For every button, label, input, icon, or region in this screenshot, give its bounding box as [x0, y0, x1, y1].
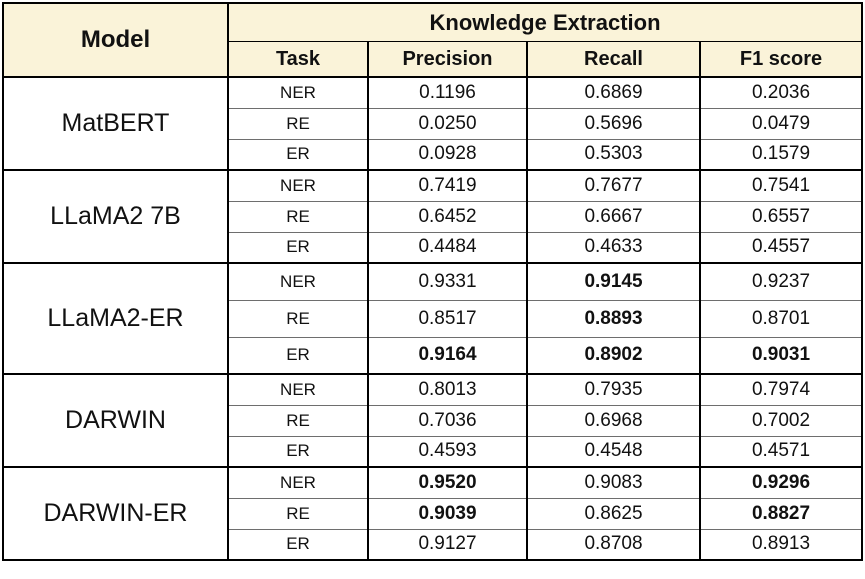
metric-value-cell: 0.9083 — [526, 467, 700, 498]
metric-value-cell: 0.1196 — [367, 77, 527, 108]
table-row: LLaMA2-ER NER 0.9331 0.9145 0.9237 — [3, 263, 863, 374]
task-cell: ER — [228, 528, 368, 560]
metric-value-cell: 0.7677 — [526, 170, 700, 201]
model-name-cell: MatBERT — [3, 77, 229, 170]
metric-value-cell: 0.6869 — [526, 77, 700, 108]
metric-value-cell: 0.4557 — [698, 231, 863, 263]
metric-value-cell: 0.7541 — [698, 170, 863, 201]
metric-value-cell: 0.9145 — [526, 263, 700, 300]
model-group: DARWIN-ER NER 0.9520 0.9083 0.9296 RE 0.9039 0.… — [3, 467, 863, 560]
precision-column-header: Precision — [367, 41, 528, 78]
metric-value-cell: 0.9237 — [698, 263, 863, 300]
task-cell: RE — [228, 404, 368, 436]
metric-value-cell: 0.9296 — [698, 467, 863, 498]
metric-value-cell: 0.0250 — [367, 107, 527, 139]
model-group: LLaMA2 7B NER 0.7419 0.7677 0.7541 RE 0.6452 0.… — [3, 170, 863, 263]
metric-value-cell: 0.9520 — [367, 467, 527, 498]
metric-value-cell: 0.9164 — [367, 336, 527, 374]
metric-value-cell: 0.7419 — [367, 170, 527, 201]
metric-value-cell: 0.8708 — [526, 528, 700, 560]
metric-value-cell: 0.9031 — [698, 336, 863, 374]
task-cell: ER — [228, 231, 368, 263]
metric-value-cell: 0.4484 — [367, 231, 527, 263]
task-cell: RE — [228, 200, 368, 232]
metric-value-cell: 0.4633 — [526, 231, 700, 263]
metric-value-cell: 0.8517 — [367, 299, 527, 337]
task-cell: ER — [228, 435, 368, 467]
model-column-header: Model — [2, 2, 229, 78]
metric-value-cell: 0.9127 — [367, 528, 527, 560]
table-row: ER 0.4484 0.4633 0.4557 — [3, 231, 863, 263]
model-group: LLaMA2-ER NER 0.9331 0.9145 0.9237 RE 0.8517 0.… — [3, 263, 863, 374]
model-group: MatBERT NER 0.1196 0.6869 0.2036 RE 0.0250 0.56… — [3, 77, 863, 170]
metric-value-cell: 0.7002 — [698, 404, 863, 436]
table-row: ER 0.0928 0.5303 0.1579 — [3, 138, 863, 170]
metric-value-cell: 0.5303 — [526, 138, 700, 170]
metric-value-cell: 0.7935 — [526, 374, 700, 405]
model-name-cell: DARWIN-ER — [3, 467, 229, 560]
table-row: DARWIN NER 0.8013 0.7935 0.7974 — [3, 374, 863, 467]
metric-value-cell: 0.8913 — [698, 528, 863, 560]
results-table: Model Knowledge Extraction Task Precisio… — [2, 2, 864, 561]
metric-value-cell: 0.8625 — [526, 497, 700, 529]
table-row: ER 0.9164 0.8902 0.9031 — [3, 336, 863, 374]
table-header: Model Knowledge Extraction Task Precisio… — [2, 2, 863, 78]
metric-value-cell: 0.9039 — [367, 497, 527, 529]
metric-value-cell: 0.8701 — [698, 299, 863, 337]
metric-value-cell: 0.0928 — [367, 138, 527, 170]
model-name-cell: DARWIN — [3, 374, 229, 467]
task-cell: ER — [228, 336, 368, 374]
table-row: RE 0.9039 0.8625 0.8827 — [3, 497, 863, 529]
task-cell: NER — [280, 175, 316, 195]
table-row: RE 0.6452 0.6667 0.6557 — [3, 200, 863, 232]
metric-value-cell: 0.8902 — [526, 336, 700, 374]
metric-value-cell: 0.2036 — [698, 77, 863, 108]
header-row-columns: Task Precision Recall F1 score — [3, 41, 863, 78]
recall-column-header: Recall — [526, 41, 701, 78]
metric-value-cell: 0.8893 — [526, 299, 700, 337]
metric-value-cell: 0.6557 — [698, 200, 863, 232]
table-row: MatBERT NER 0.1196 0.6869 0.2036 — [3, 77, 863, 170]
metric-value-cell: 0.4593 — [367, 435, 527, 467]
metric-value-cell: 0.6667 — [526, 200, 700, 232]
task-cell: NER — [280, 472, 316, 492]
metric-value-cell: 0.7036 — [367, 404, 527, 436]
task-cell: NER — [280, 82, 316, 102]
metric-value-cell: 0.4571 — [698, 435, 863, 467]
model-name-cell: LLaMA2 7B — [3, 170, 229, 263]
task-column-header: Task — [227, 41, 369, 78]
task-cell: RE — [228, 107, 368, 139]
table-row: RE 0.0250 0.5696 0.0479 — [3, 107, 863, 139]
metric-value-cell: 0.8827 — [698, 497, 863, 529]
table-row: LLaMA2 7B NER 0.7419 0.7677 0.7541 — [3, 170, 863, 263]
metric-value-cell: 0.4548 — [526, 435, 700, 467]
model-name-cell: LLaMA2-ER — [3, 263, 229, 374]
metric-value-cell: 0.5696 — [526, 107, 700, 139]
task-cell: ER — [228, 138, 368, 170]
metric-value-cell: 0.7974 — [698, 374, 863, 405]
task-cell: RE — [228, 299, 368, 337]
knowledge-extraction-header: Knowledge Extraction — [227, 2, 863, 42]
metric-value-cell: 0.1579 — [698, 138, 863, 170]
f1-column-header: F1 score — [698, 41, 863, 78]
metric-value-cell: 0.6968 — [526, 404, 700, 436]
model-group: DARWIN NER 0.8013 0.7935 0.7974 RE 0.7036 0.696… — [3, 374, 863, 467]
table-row: RE 0.7036 0.6968 0.7002 — [3, 404, 863, 436]
metric-value-cell: 0.6452 — [367, 200, 527, 232]
task-cell: RE — [228, 497, 368, 529]
metric-value-cell: 0.0479 — [698, 107, 863, 139]
task-cell: NER — [280, 271, 316, 291]
header-row-group: Model Knowledge Extraction — [2, 2, 863, 78]
table-row: ER 0.4593 0.4548 0.4571 — [3, 435, 863, 467]
metric-value-cell: 0.8013 — [367, 374, 527, 405]
table-row: RE 0.8517 0.8893 0.8701 — [3, 299, 863, 337]
table-row: DARWIN-ER NER 0.9520 0.9083 0.9296 — [3, 467, 863, 560]
metric-value-cell: 0.9331 — [367, 263, 527, 300]
task-cell: NER — [280, 379, 316, 399]
table-row: ER 0.9127 0.8708 0.8913 — [3, 528, 863, 560]
